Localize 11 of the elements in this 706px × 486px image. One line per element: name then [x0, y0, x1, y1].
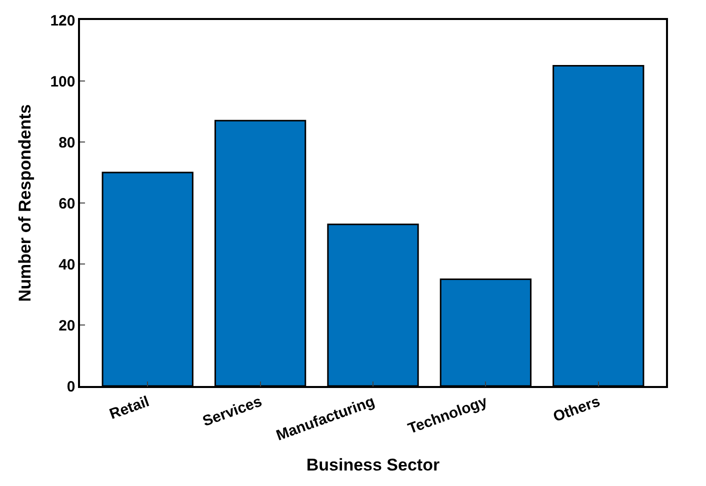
y-tick-label: 0 — [66, 378, 76, 396]
y-tick-label: 40 — [58, 256, 76, 274]
y-tick-label: 60 — [58, 195, 76, 212]
y-tick-label: 100 — [50, 73, 76, 90]
x-tick-label: Retail — [107, 393, 152, 424]
y-tick-label: 80 — [58, 134, 76, 152]
x-tick-label: Others — [551, 393, 602, 426]
x-axis-title: Business Sector — [306, 455, 440, 474]
y-tick-label: 20 — [58, 317, 76, 334]
y-tick-label: 120 — [50, 12, 76, 30]
y-axis-title: Number of Respondents — [15, 104, 34, 302]
